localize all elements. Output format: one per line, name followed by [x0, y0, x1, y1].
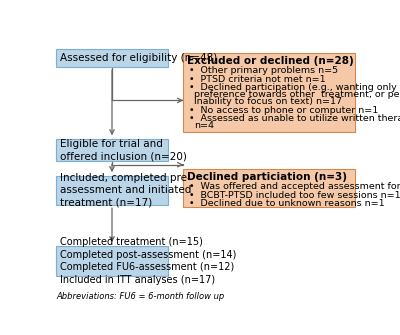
Text: •  PTSD criteria not met n=1: • PTSD criteria not met n=1: [188, 75, 325, 83]
FancyBboxPatch shape: [183, 53, 355, 132]
Text: •  Was offered and accepted assessment for ADHD n=1: • Was offered and accepted assessment fo…: [188, 182, 400, 191]
Text: Eligible for trial and
offered inclusion (n=20): Eligible for trial and offered inclusion…: [60, 139, 187, 161]
Text: •  Declined due to unknown reasons n=1: • Declined due to unknown reasons n=1: [188, 199, 384, 208]
Text: Abbreviations: FU6 = 6-month follow up: Abbreviations: FU6 = 6-month follow up: [56, 292, 224, 301]
Text: •  No access to phone or computer n=1: • No access to phone or computer n=1: [188, 106, 378, 115]
Text: preference towards other  treatment, or perceived: preference towards other treatment, or p…: [194, 90, 400, 99]
Text: •  Other primary problems n=5: • Other primary problems n=5: [188, 66, 338, 75]
Text: Declined particiation (n=3): Declined particiation (n=3): [187, 172, 347, 182]
Text: •  BCBT-PTSD included too few sessions n=1: • BCBT-PTSD included too few sessions n=…: [188, 191, 400, 200]
FancyBboxPatch shape: [56, 49, 168, 67]
FancyBboxPatch shape: [56, 139, 168, 161]
Text: •  Declined participation (e.g., wanting only f-to-f,: • Declined participation (e.g., wanting …: [188, 83, 400, 92]
Text: Completed treatment (n=15)
Completed post-assessment (n=14)
Completed FU6-assess: Completed treatment (n=15) Completed pos…: [60, 238, 236, 285]
FancyBboxPatch shape: [56, 176, 168, 205]
FancyBboxPatch shape: [56, 246, 168, 276]
Text: n=4: n=4: [194, 121, 214, 130]
Text: inability to focus on text) n=17: inability to focus on text) n=17: [194, 97, 342, 106]
Text: Included, completed pre-
assessment and initiated
treatment (n=17): Included, completed pre- assessment and …: [60, 173, 191, 208]
FancyBboxPatch shape: [183, 169, 355, 207]
Text: Excluded or declined (n=28): Excluded or declined (n=28): [187, 56, 354, 66]
Text: Assessed for eligibility (n=48): Assessed for eligibility (n=48): [60, 53, 217, 63]
Text: •  Assessed as unable to utilize written therapy material: • Assessed as unable to utilize written …: [188, 114, 400, 123]
